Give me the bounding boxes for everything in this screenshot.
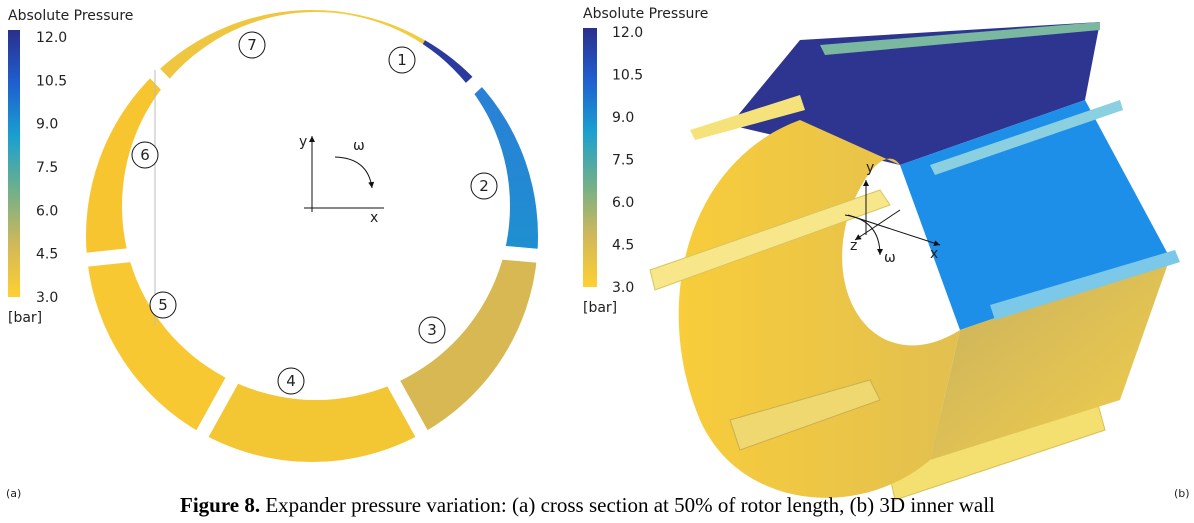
colorbar-tick-label: 6.0 (36, 203, 58, 219)
colorbar-tick-label: 7.5 (36, 160, 58, 176)
colorbar (583, 28, 597, 287)
vane-gap (461, 249, 541, 256)
colorbar-unit: [bar] (8, 310, 42, 326)
axis-label: x (930, 246, 938, 262)
axis-label: y (299, 134, 307, 150)
axis-label: x (370, 210, 378, 226)
caption: Figure 8. Expander pressure variation: (… (180, 493, 995, 517)
panel-label: (b) (1174, 487, 1190, 500)
chamber-number: 4 (286, 372, 296, 390)
colorbar-tick-label: 9.0 (36, 117, 58, 133)
colorbar-title: Absolute Pressure (583, 6, 708, 22)
colorbar-tick-label: 10.5 (36, 73, 67, 89)
axis-label: z (850, 238, 857, 254)
colorbar-tick-label: 4.5 (36, 247, 58, 263)
colorbar-tick-label: 12.0 (36, 30, 67, 46)
colorbar-tick-label: 7.5 (612, 153, 634, 169)
chamber-number: 2 (479, 177, 489, 195)
colorbar-unit: [bar] (583, 300, 617, 316)
caption-label: Figure 8. (180, 493, 260, 517)
chamber-number: 7 (247, 36, 257, 54)
colorbar-tick-label: 10.5 (612, 68, 643, 84)
rotor-bore (122, 12, 510, 400)
colorbar-tick-label: 3.0 (612, 280, 634, 296)
chamber-number: 5 (158, 296, 168, 314)
colorbar-tick-label: 3.0 (36, 290, 58, 306)
colorbar-title: Absolute Pressure (8, 8, 133, 24)
caption-text: Expander pressure variation: (a) cross s… (260, 493, 995, 517)
colorbar-tick-label: 4.5 (612, 238, 634, 254)
vane-gap (83, 252, 163, 260)
chamber-number: 3 (427, 321, 437, 339)
axis-label: y (866, 160, 874, 176)
colorbar-tick-label: 6.0 (612, 195, 634, 211)
chamber-number: 6 (140, 146, 150, 164)
panel-label: (a) (6, 487, 21, 500)
colorbar-tick-label: 9.0 (612, 110, 634, 126)
chamber-number: 1 (397, 51, 407, 69)
cross-section (83, 10, 541, 462)
omega: ω (884, 250, 896, 266)
omega: ω (353, 138, 365, 154)
rotor-3d (650, 22, 1180, 500)
colorbar (8, 30, 20, 297)
figure: Absolute Pressure [bar] 12.0 10.5 9.0 7.5 6.… (0, 0, 1194, 523)
colorbar-tick-label: 12.0 (612, 25, 643, 41)
